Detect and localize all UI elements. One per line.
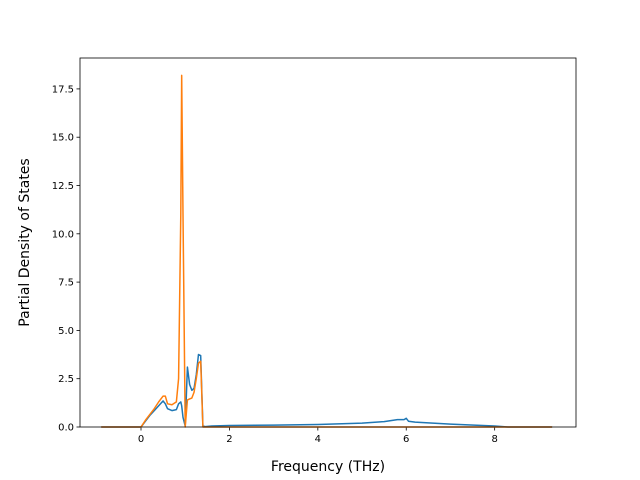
plot-frame bbox=[79, 57, 577, 428]
x-axis-label: Frequency (THz) bbox=[271, 459, 385, 475]
y-tick-label: 15.0 bbox=[52, 133, 74, 144]
y-tick-label: 5.0 bbox=[58, 326, 74, 337]
y-tick-label: 17.5 bbox=[52, 84, 74, 95]
series-line bbox=[101, 74, 553, 428]
x-tick-label: 4 bbox=[315, 434, 321, 445]
y-tick-label: 12.5 bbox=[52, 181, 74, 192]
x-tick-label: 8 bbox=[491, 434, 497, 445]
y-tick-label: 0.0 bbox=[58, 423, 74, 434]
series-line bbox=[101, 353, 553, 428]
y-tick-label: 10.0 bbox=[52, 229, 74, 240]
x-tick-label: 0 bbox=[138, 434, 144, 445]
x-tick-label: 6 bbox=[403, 434, 409, 445]
y-axis-label: Partial Density of States bbox=[17, 158, 33, 326]
x-tick-label: 2 bbox=[226, 434, 232, 445]
y-tick-label: 2.5 bbox=[58, 374, 74, 385]
y-tick-label: 7.5 bbox=[58, 278, 74, 289]
